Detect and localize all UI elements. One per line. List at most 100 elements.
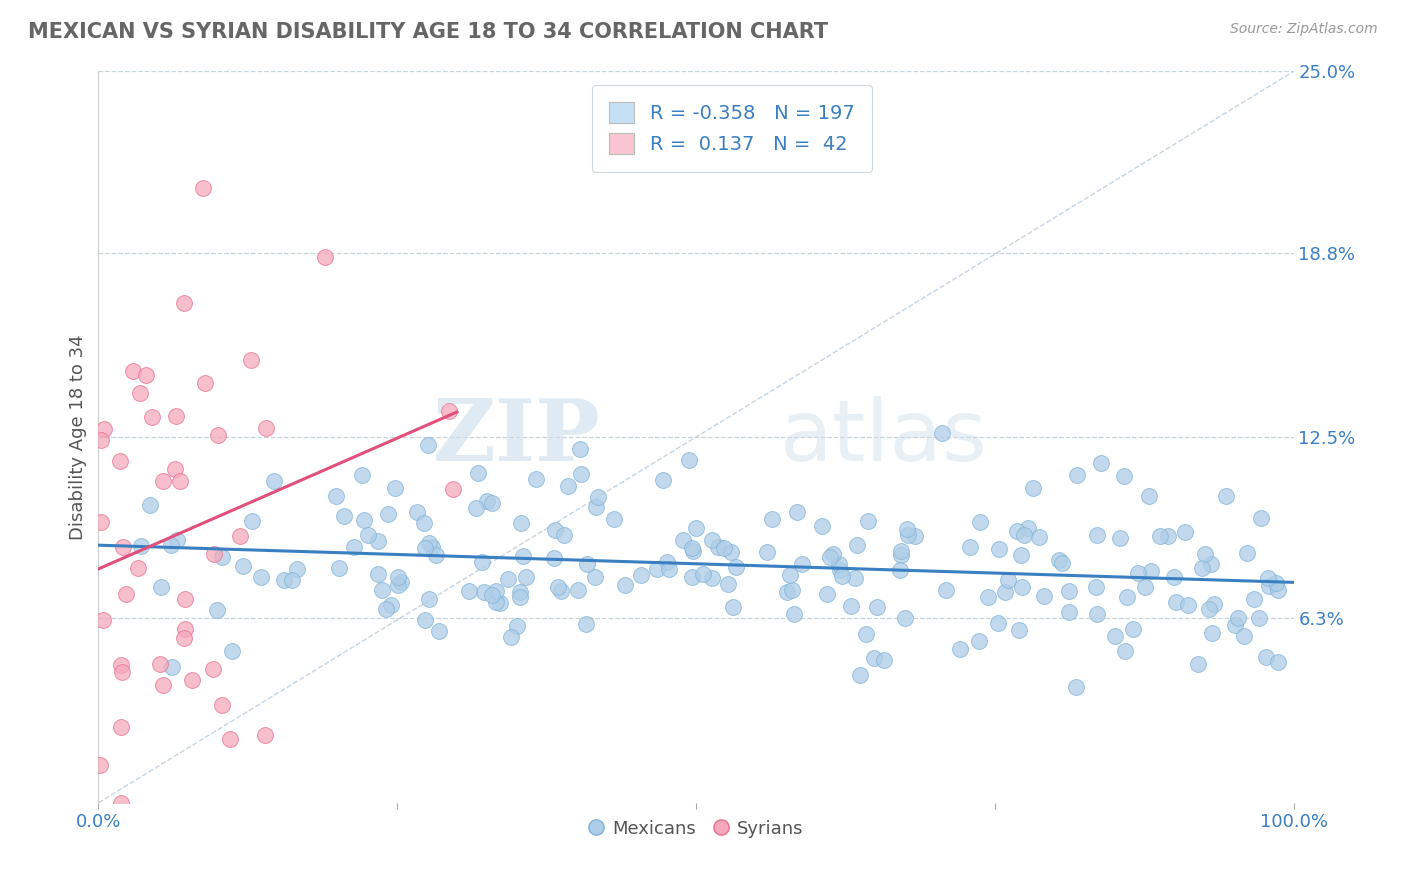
Point <box>160 538 183 552</box>
Point <box>786 505 808 519</box>
Y-axis label: Disability Age 18 to 34: Disability Age 18 to 34 <box>69 334 87 540</box>
Point <box>931 426 953 441</box>
Point <box>1233 629 1256 643</box>
Point <box>724 560 747 574</box>
Point <box>458 583 481 598</box>
Point <box>181 673 204 688</box>
Point <box>702 533 724 547</box>
Point <box>485 583 508 598</box>
Point <box>352 468 374 483</box>
Point <box>328 561 350 575</box>
Point <box>1164 594 1187 608</box>
Point <box>1174 525 1197 540</box>
Point <box>202 547 225 561</box>
Point <box>779 567 801 582</box>
Point <box>1163 569 1185 583</box>
Point <box>121 364 143 378</box>
Point <box>681 541 703 555</box>
Point <box>93 613 115 627</box>
Point <box>658 562 681 576</box>
Point <box>815 586 838 600</box>
Point <box>472 585 495 599</box>
Point <box>509 585 531 599</box>
Point <box>1011 580 1033 594</box>
Point <box>1198 601 1220 615</box>
Point <box>1108 532 1130 546</box>
Point <box>1104 629 1126 643</box>
Point <box>780 583 803 598</box>
Point <box>1137 489 1160 503</box>
Point <box>569 467 592 482</box>
Point <box>1140 564 1163 578</box>
Point <box>413 541 436 555</box>
Point <box>325 489 347 503</box>
Point <box>485 595 508 609</box>
Point <box>1236 546 1258 560</box>
Point <box>959 540 981 554</box>
Point <box>1199 557 1222 571</box>
Point <box>367 566 389 581</box>
Point <box>141 410 163 425</box>
Point <box>232 559 254 574</box>
Point <box>811 518 834 533</box>
Point <box>544 523 567 537</box>
Point <box>481 588 503 602</box>
Point <box>415 613 437 627</box>
Point <box>681 570 703 584</box>
Point <box>818 550 841 565</box>
Point <box>645 561 668 575</box>
Point <box>547 580 569 594</box>
Point <box>987 616 1010 631</box>
Point <box>240 353 263 368</box>
Point <box>614 578 637 592</box>
Point <box>207 428 229 442</box>
Point <box>173 296 195 310</box>
Legend: Mexicans, Syrians: Mexicans, Syrians <box>581 813 811 845</box>
Point <box>775 585 797 599</box>
Point <box>166 533 188 547</box>
Point <box>93 422 115 436</box>
Point <box>935 582 957 597</box>
Point <box>706 541 728 555</box>
Point <box>387 570 409 584</box>
Point <box>422 540 444 554</box>
Point <box>1066 467 1088 482</box>
Point <box>1267 655 1289 669</box>
Point <box>828 558 851 572</box>
Point <box>111 665 134 679</box>
Point <box>949 642 972 657</box>
Point <box>173 622 195 636</box>
Point <box>150 580 173 594</box>
Point <box>135 368 157 382</box>
Point <box>1116 590 1139 604</box>
Point <box>1247 610 1270 624</box>
Point <box>367 534 389 549</box>
Point <box>499 630 522 644</box>
Point <box>1005 524 1028 538</box>
Point <box>229 529 252 543</box>
Point <box>844 571 866 585</box>
Point <box>721 600 744 615</box>
Point <box>374 602 396 616</box>
Point <box>512 549 534 563</box>
Point <box>1028 530 1050 544</box>
Point <box>761 512 783 526</box>
Point <box>994 585 1017 599</box>
Point <box>1057 584 1080 599</box>
Point <box>1177 599 1199 613</box>
Point <box>205 603 228 617</box>
Point <box>489 596 512 610</box>
Point <box>585 500 607 515</box>
Point <box>575 557 598 571</box>
Point <box>603 512 626 526</box>
Text: ZIP: ZIP <box>433 395 600 479</box>
Point <box>287 562 309 576</box>
Point <box>249 570 271 584</box>
Point <box>384 481 406 495</box>
Point <box>783 607 806 622</box>
Point <box>439 403 461 417</box>
Point <box>510 516 533 530</box>
Point <box>219 731 242 746</box>
Point <box>567 582 589 597</box>
Point <box>889 563 911 577</box>
